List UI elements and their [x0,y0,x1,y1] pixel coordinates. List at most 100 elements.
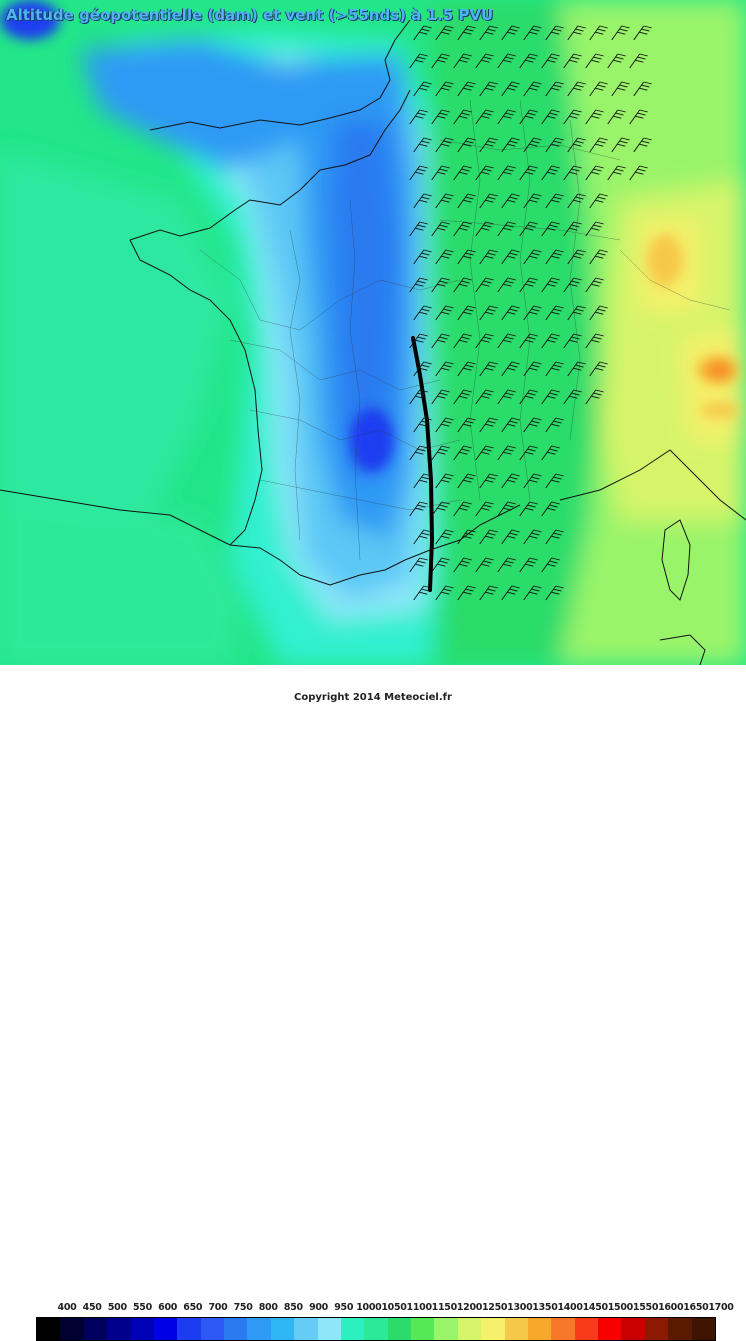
wind-barb [541,165,560,181]
wind-barb [523,473,542,489]
legend-swatch [411,1318,435,1340]
wind-barb [519,557,538,573]
wind-barb [435,249,454,265]
wind-barb [435,585,454,601]
wind-barb [457,249,476,265]
legend-swatch [177,1318,201,1340]
legend-swatch [691,1318,715,1340]
wind-barb [523,361,542,377]
wind-barb [409,501,428,517]
wind-barb [567,305,586,321]
wind-barb [541,221,560,237]
wind-barb [479,81,498,97]
wind-barb [501,585,520,601]
wind-barb [475,221,494,237]
wind-barb [413,81,432,97]
wind-barb [541,389,560,405]
wind-barb [589,193,608,209]
wind-barb [501,249,520,265]
wind-barb [523,249,542,265]
wind-barb [633,81,652,97]
wind-barb [501,305,520,321]
wind-barb [501,529,520,545]
wind-barb [435,361,454,377]
legend-swatch [387,1318,411,1340]
wind-barb [497,109,516,125]
wind-barb [545,305,564,321]
legend-swatch [224,1318,248,1340]
wind-barb [563,277,582,293]
wind-barb [479,305,498,321]
legend-labels: 400 450 500 550 600 650 700 750 800 850 900 950 1000… [36,1302,734,1316]
wind-barb [431,389,450,405]
wind-barb [457,305,476,321]
legend-label: 1250 [481,1302,508,1313]
wind-barb [563,221,582,237]
wind-barb [479,193,498,209]
wind-barb [545,473,564,489]
legend-label: 800 [258,1302,278,1313]
wind-barb [457,137,476,153]
wind-barb [431,53,450,69]
wind-barb [519,445,538,461]
legend-label: 1300 [507,1302,533,1313]
wind-barb [457,585,476,601]
wind-barb [585,109,604,125]
wind-barb [545,361,564,377]
wind-barb [409,165,428,181]
wind-barb [567,81,586,97]
wind-barb [497,53,516,69]
admin-borders [199,99,731,561]
wind-barb [563,389,582,405]
wind-barb [413,25,432,41]
wind-barb [479,361,498,377]
wind-barb [409,277,428,293]
legend-label: 650 [183,1302,203,1313]
wind-barb [413,361,432,377]
wind-barb [567,25,586,41]
wind-barb [541,109,560,125]
wind-barb [541,333,560,349]
wind-barb [479,585,498,601]
wind-barb [497,333,516,349]
wind-barb [475,333,494,349]
wind-barb [457,473,476,489]
legend-swatch [200,1318,224,1340]
wind-barb [629,109,648,125]
wind-barb [585,333,604,349]
wind-barb [545,137,564,153]
legend-swatch [481,1318,505,1340]
legend-swatch [107,1318,131,1340]
wind-barb [453,277,472,293]
legend-swatches [36,1317,716,1341]
wind-barb [479,25,498,41]
wind-barb [501,361,520,377]
legend-label: 1000 [356,1302,382,1313]
wind-barb [457,361,476,377]
legend-swatch [598,1318,622,1340]
wind-barb [413,529,432,545]
legend-swatch [317,1318,341,1340]
wind-barb [523,585,542,601]
wind-barb [523,25,542,41]
legend-label: 1200 [456,1302,483,1313]
wind-barb [435,417,454,433]
wind-barb [431,445,450,461]
wind-barb [611,137,630,153]
wind-barb [431,277,450,293]
wind-barb [453,333,472,349]
legend-swatch [644,1318,669,1340]
wind-barb [629,165,648,181]
legend-label: 400 [57,1302,77,1313]
wind-barb [475,501,494,517]
wind-barb [589,249,608,265]
legend-swatch [60,1318,84,1340]
legend-swatch [364,1318,388,1340]
wind-barb [413,585,432,601]
wind-barb [497,445,516,461]
wind-barb [413,137,432,153]
wind-barb [633,25,652,41]
wind-barb [497,165,516,181]
legend-label: 1050 [381,1302,407,1313]
wind-barb [585,53,604,69]
